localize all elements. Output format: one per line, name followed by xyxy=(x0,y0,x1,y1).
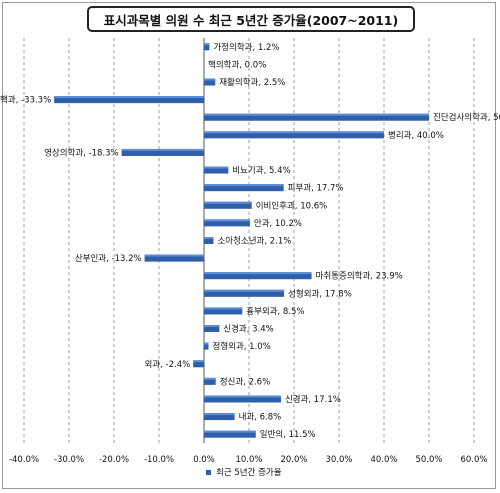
bar-highlight xyxy=(204,113,429,116)
bar-data-label: 소아청소년과, 2.1% xyxy=(217,236,291,247)
bar-highlight xyxy=(204,289,285,292)
bar-data-label: 성형외과, 17.8% xyxy=(288,288,352,299)
bar-highlight xyxy=(204,166,229,169)
bar xyxy=(144,254,204,262)
bar xyxy=(204,43,210,51)
bar-highlight xyxy=(204,237,214,239)
bar-data-label: 가정의학과, 1.2% xyxy=(213,42,279,53)
bar xyxy=(204,395,281,403)
bar-data-label: 신경과, 3.4% xyxy=(223,324,273,335)
bar xyxy=(204,113,429,121)
bar xyxy=(204,184,284,192)
bar-highlight xyxy=(204,43,210,46)
bar-data-label: 안과, 10.2% xyxy=(254,218,302,229)
x-tick-label: 40.0% xyxy=(370,455,397,465)
bar-data-label: 피부과, 17.7% xyxy=(288,184,344,194)
bar-data-label: 내과, 6.8% xyxy=(239,413,282,423)
bar xyxy=(204,307,243,315)
bar-data-label: 산부인과, -13.2% xyxy=(75,253,142,264)
bar-highlight xyxy=(204,201,252,204)
x-tick-label: 20.0% xyxy=(280,455,307,465)
bar-highlight xyxy=(204,78,216,81)
bar xyxy=(204,342,209,350)
x-tick-label: 30.0% xyxy=(325,455,352,465)
bar-data-label: 일반의, 11.5% xyxy=(260,429,316,440)
bar-data-label: 신경과, 17.1% xyxy=(285,394,341,405)
bar-data-label: 흉부외과, 8.5% xyxy=(246,306,304,317)
chart-title: 표시과목별 의원 수 최근 5년간 증가율(2007~2011) xyxy=(87,6,415,32)
x-tick-label: 0.0% xyxy=(193,455,215,465)
bar xyxy=(204,289,285,297)
bar-data-label: 외과, -2.4% xyxy=(144,359,190,370)
bar xyxy=(204,413,235,421)
bar-highlight xyxy=(204,413,235,416)
legend: 최근 5년간 증가율 xyxy=(206,466,282,478)
bar-highlight xyxy=(204,342,209,345)
bar-data-label: 병리과, 40.0% xyxy=(388,131,444,141)
bar xyxy=(204,377,216,385)
bar xyxy=(204,272,312,280)
bar-highlight xyxy=(204,395,281,398)
legend-swatch xyxy=(206,469,211,475)
bar xyxy=(54,96,205,104)
bar-highlight xyxy=(204,377,216,380)
bar-highlight xyxy=(144,254,204,257)
bar-data-label: 비뇨기과, 5.4% xyxy=(232,166,290,176)
bar-data-label: 핵의학과, 0.0% xyxy=(208,59,266,70)
x-tick-label: 10.0% xyxy=(235,455,262,465)
bar xyxy=(204,237,214,244)
legend-label: 최근 5년간 증가율 xyxy=(216,468,282,478)
bar xyxy=(204,430,256,438)
x-tick-label: -20.0% xyxy=(99,455,129,465)
bar xyxy=(204,201,252,209)
bar xyxy=(193,360,204,368)
bar xyxy=(121,148,204,156)
bar xyxy=(204,166,229,174)
bar-data-label: 정형외과, 1.0% xyxy=(213,341,271,352)
bar-highlight xyxy=(204,325,220,328)
chart-frame xyxy=(2,2,496,489)
bar-highlight xyxy=(204,307,243,310)
bar-data-label: 이비인후과, 10.6% xyxy=(256,200,328,211)
bar-data-label: 결핵과, -33.3% xyxy=(0,95,51,106)
x-tick-label: -30.0% xyxy=(54,455,84,465)
bar-highlight xyxy=(121,148,204,151)
bar xyxy=(204,131,384,139)
bar-highlight xyxy=(54,96,205,99)
bar xyxy=(204,219,250,227)
bar-highlight xyxy=(204,184,284,187)
x-tick-label: -40.0% xyxy=(9,455,39,465)
x-tick-label: 50.0% xyxy=(415,455,442,465)
x-tick-label: -10.0% xyxy=(144,455,174,465)
bar-highlight xyxy=(204,219,250,222)
bar-data-label: 재활의학과, 2.5% xyxy=(219,77,285,88)
bar-highlight xyxy=(204,131,384,134)
bar xyxy=(204,78,216,86)
bar-data-label: 진단검사의학과, 50.0% xyxy=(433,112,500,123)
bar-highlight xyxy=(193,360,204,363)
bar-data-label: 마취통증의학과, 23.9% xyxy=(316,271,403,282)
bar-data-label: 영상의학과, -18.3% xyxy=(44,147,119,158)
bar-highlight xyxy=(204,272,312,275)
bar xyxy=(204,325,220,333)
x-tick-label: 60.0% xyxy=(460,455,487,465)
bar-data-label: 정신과, 2.6% xyxy=(220,376,270,387)
bar-highlight xyxy=(204,430,256,433)
